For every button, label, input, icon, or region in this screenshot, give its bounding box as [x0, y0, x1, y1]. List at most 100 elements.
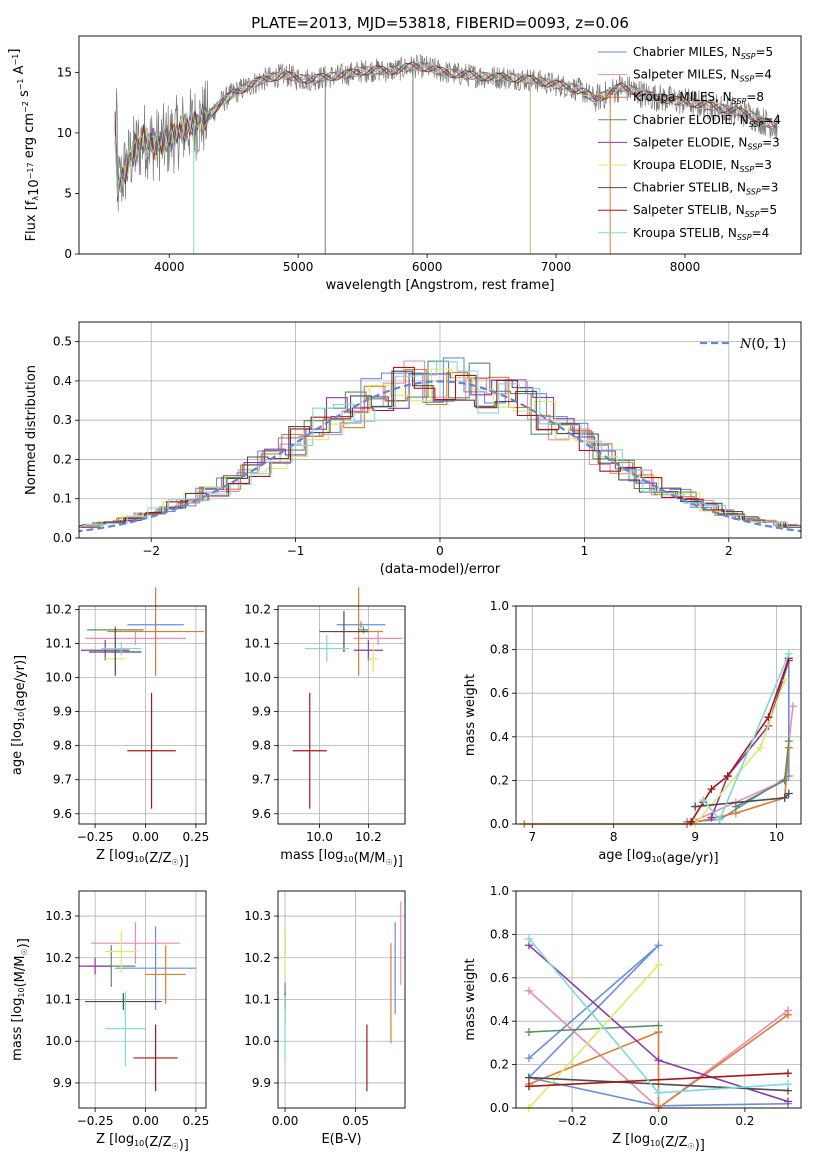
- weight_vs_z-marker: [784, 1097, 793, 1106]
- spectrum-xtick-label: 5000: [283, 260, 314, 274]
- mass_vs_ebv-ytick-label: 10.2: [244, 951, 271, 965]
- weight_vs_z-ytick-label: 0.8: [490, 927, 509, 941]
- weight_vs_z-marker: [524, 1082, 533, 1091]
- spectrum-model-line: [114, 61, 776, 190]
- mass_vs_z-ytick-label: 10.2: [45, 951, 72, 965]
- age_vs_z-ytick-label: 10.0: [45, 671, 72, 685]
- weight_vs_age-xtick-label: 10: [769, 830, 784, 844]
- age_vs_mass-point: [368, 645, 379, 673]
- weight_vs_z-xtick-label: −0.2: [558, 1114, 587, 1128]
- mass_vs_z-ytick-label: 10.0: [45, 1034, 72, 1048]
- weight_vs_age-marker: [715, 815, 724, 824]
- spectrum-model-line: [114, 63, 776, 193]
- mass_vs_z-xtick-label: −0.25: [77, 1114, 114, 1128]
- age_vs_mass-ytick-label: 9.8: [252, 739, 271, 753]
- mass_vs_z-xtick-label: 0.00: [132, 1114, 159, 1128]
- spectrum-plot-area: [114, 54, 779, 254]
- weight_vs_age-line: [735, 741, 790, 808]
- age_vs_mass-ytick-label: 9.6: [252, 807, 271, 821]
- weight_vs_age-ytick-label: 0.4: [490, 730, 509, 744]
- weight_vs_age-marker: [788, 702, 797, 711]
- age_vs_z-axes: [78, 605, 207, 825]
- mass_vs_z-xlabel: Z [log10(Z/Z☉)]: [96, 1132, 189, 1153]
- mass_vs_z-point: [115, 926, 196, 1010]
- mass_vs_ebv-ytick-label: 10.0: [244, 1034, 271, 1048]
- age_vs_z-xlabel: Z [log10(Z/Z☉)]: [96, 848, 189, 869]
- spectrum-ytick-label: 0: [64, 247, 72, 261]
- weight_vs_age-marker: [784, 789, 793, 798]
- legend-label: Chabrier ELODIE, NSSP=4: [633, 113, 781, 129]
- age_vs_mass-axes: [277, 605, 406, 825]
- mass_vs_z-axes: [78, 890, 207, 1109]
- mass_vs_z-panel: −0.25 0.00 0.25 9.9 10.0 10.1 10.2 10.3 mass [lo…: [10, 890, 209, 1153]
- weight_vs_z-xtick-label: 0.0: [649, 1114, 668, 1128]
- residuals-histogram-chabrier-stelib: [79, 370, 801, 528]
- residuals-panel: −2 −1 0 1 2 0.0 0.1 0.2 0.3 0.4 0.5 N(0, 1) Normed d…: [24, 321, 802, 577]
- weight_vs_z-marker: [784, 1069, 793, 1078]
- mass_vs_ebv-ytick-label: 9.9: [252, 1076, 271, 1090]
- legend-label: Salpeter STELIB, NSSP=5: [633, 203, 777, 219]
- age_vs_z-point: [89, 628, 142, 676]
- spectrum-model-line: [114, 62, 776, 195]
- weight_vs_age-marker: [756, 743, 765, 752]
- residuals-ytick-label: 0.5: [53, 335, 72, 349]
- weight_vs_z-marker: [784, 1010, 793, 1019]
- weight_vs_age-xtick-label: 8: [610, 830, 618, 844]
- residuals-ytick-label: 0.4: [53, 374, 72, 388]
- mass_vs_ebv-axes: [277, 890, 406, 1109]
- weight_vs_age-marker: [723, 772, 732, 781]
- residuals-ytick-label: 0.3: [53, 413, 72, 427]
- spectrum-data-line: [114, 54, 779, 212]
- mass_vs_ebv-xlabel: E(B-V): [321, 1132, 361, 1147]
- age_vs_z-ytick-label: 9.7: [53, 773, 72, 787]
- age_vs_z-point: [107, 587, 204, 676]
- weight_vs_age-line: [524, 747, 790, 825]
- age_vs_mass-point: [292, 692, 327, 809]
- weight_vs_age-xtick-label: 7: [528, 830, 536, 844]
- legend-label: Kroupa STELIB, NSSP=4: [633, 226, 769, 242]
- weight_vs_age-marker: [707, 785, 716, 794]
- mass_vs_z-point: [85, 993, 162, 1010]
- weight_vs_z-marker: [654, 1056, 663, 1065]
- mass_vs_z-point: [105, 930, 138, 973]
- weight_vs_z-marker: [524, 1028, 533, 1037]
- residuals-ytick-label: 0.2: [53, 452, 72, 466]
- mass_vs_ebv-ytick-label: 10.1: [244, 993, 271, 1007]
- spectrum-model-line: [114, 62, 776, 198]
- spectrum-xtick-label: 4000: [154, 260, 185, 274]
- mass_vs_ebv-xtick-label: 0.05: [342, 1114, 369, 1128]
- normal-curve: [79, 380, 801, 533]
- age_vs_z-ytick-label: 10.1: [45, 636, 72, 650]
- spectrum-model-line: [114, 62, 776, 183]
- age_vs_mass-ytick-label: 9.7: [252, 773, 271, 787]
- weight_vs_z-ylabel: mass weight: [463, 958, 478, 1040]
- spectrum-ylabel: Flux [fλ10−17 erg cm−2 s−1 A−1]: [7, 49, 42, 242]
- weight_vs_age-marker: [784, 737, 793, 746]
- mass_vs_z-point: [79, 957, 112, 975]
- weight_vs_age-xtick-label: 9: [691, 830, 699, 844]
- weight_vs_age-ytick-label: 1.0: [490, 599, 509, 613]
- spectrum-ytick-label: 5: [64, 186, 72, 200]
- residuals-histogram-kroupa-stelib: [79, 361, 801, 528]
- weight_vs_z-marker: [654, 1021, 663, 1030]
- weight_vs_z-marker: [524, 986, 533, 995]
- weight_vs_age-ytick-label: 0.0: [490, 817, 509, 831]
- weight_vs_z-marker: [654, 1088, 663, 1097]
- age_vs_z-ytick-label: 10.2: [45, 602, 72, 616]
- age_vs_mass-ytick-label: 10.1: [244, 636, 271, 650]
- legend-label: Kroupa ELODIE, NSSP=3: [633, 158, 772, 174]
- age_vs_z-xtick-label: −0.25: [77, 830, 114, 844]
- weight_vs_z-ytick-label: 0.0: [490, 1101, 509, 1115]
- mass_vs_ebv-ytick-label: 10.3: [244, 909, 271, 923]
- residuals-ytick-label: 0.0: [53, 531, 72, 545]
- residuals-xtick-label: 1: [581, 544, 589, 558]
- weight_vs_age-marker: [780, 776, 789, 785]
- mass_vs_z-ytick-label: 9.9: [53, 1076, 72, 1090]
- residuals-xtick-label: 0: [436, 544, 444, 558]
- age_vs_z-ytick-label: 9.8: [53, 739, 72, 753]
- weight_vs_age-marker: [784, 649, 793, 658]
- age_vs_z-ylabel: age [log10(age/yr)]: [10, 655, 28, 775]
- spectrum-xtick-label: 7000: [541, 260, 572, 274]
- mass_vs_z-ylabel: mass [log10(M/M☉)]: [10, 938, 31, 1061]
- weight_vs_age-ytick-label: 0.2: [490, 773, 509, 787]
